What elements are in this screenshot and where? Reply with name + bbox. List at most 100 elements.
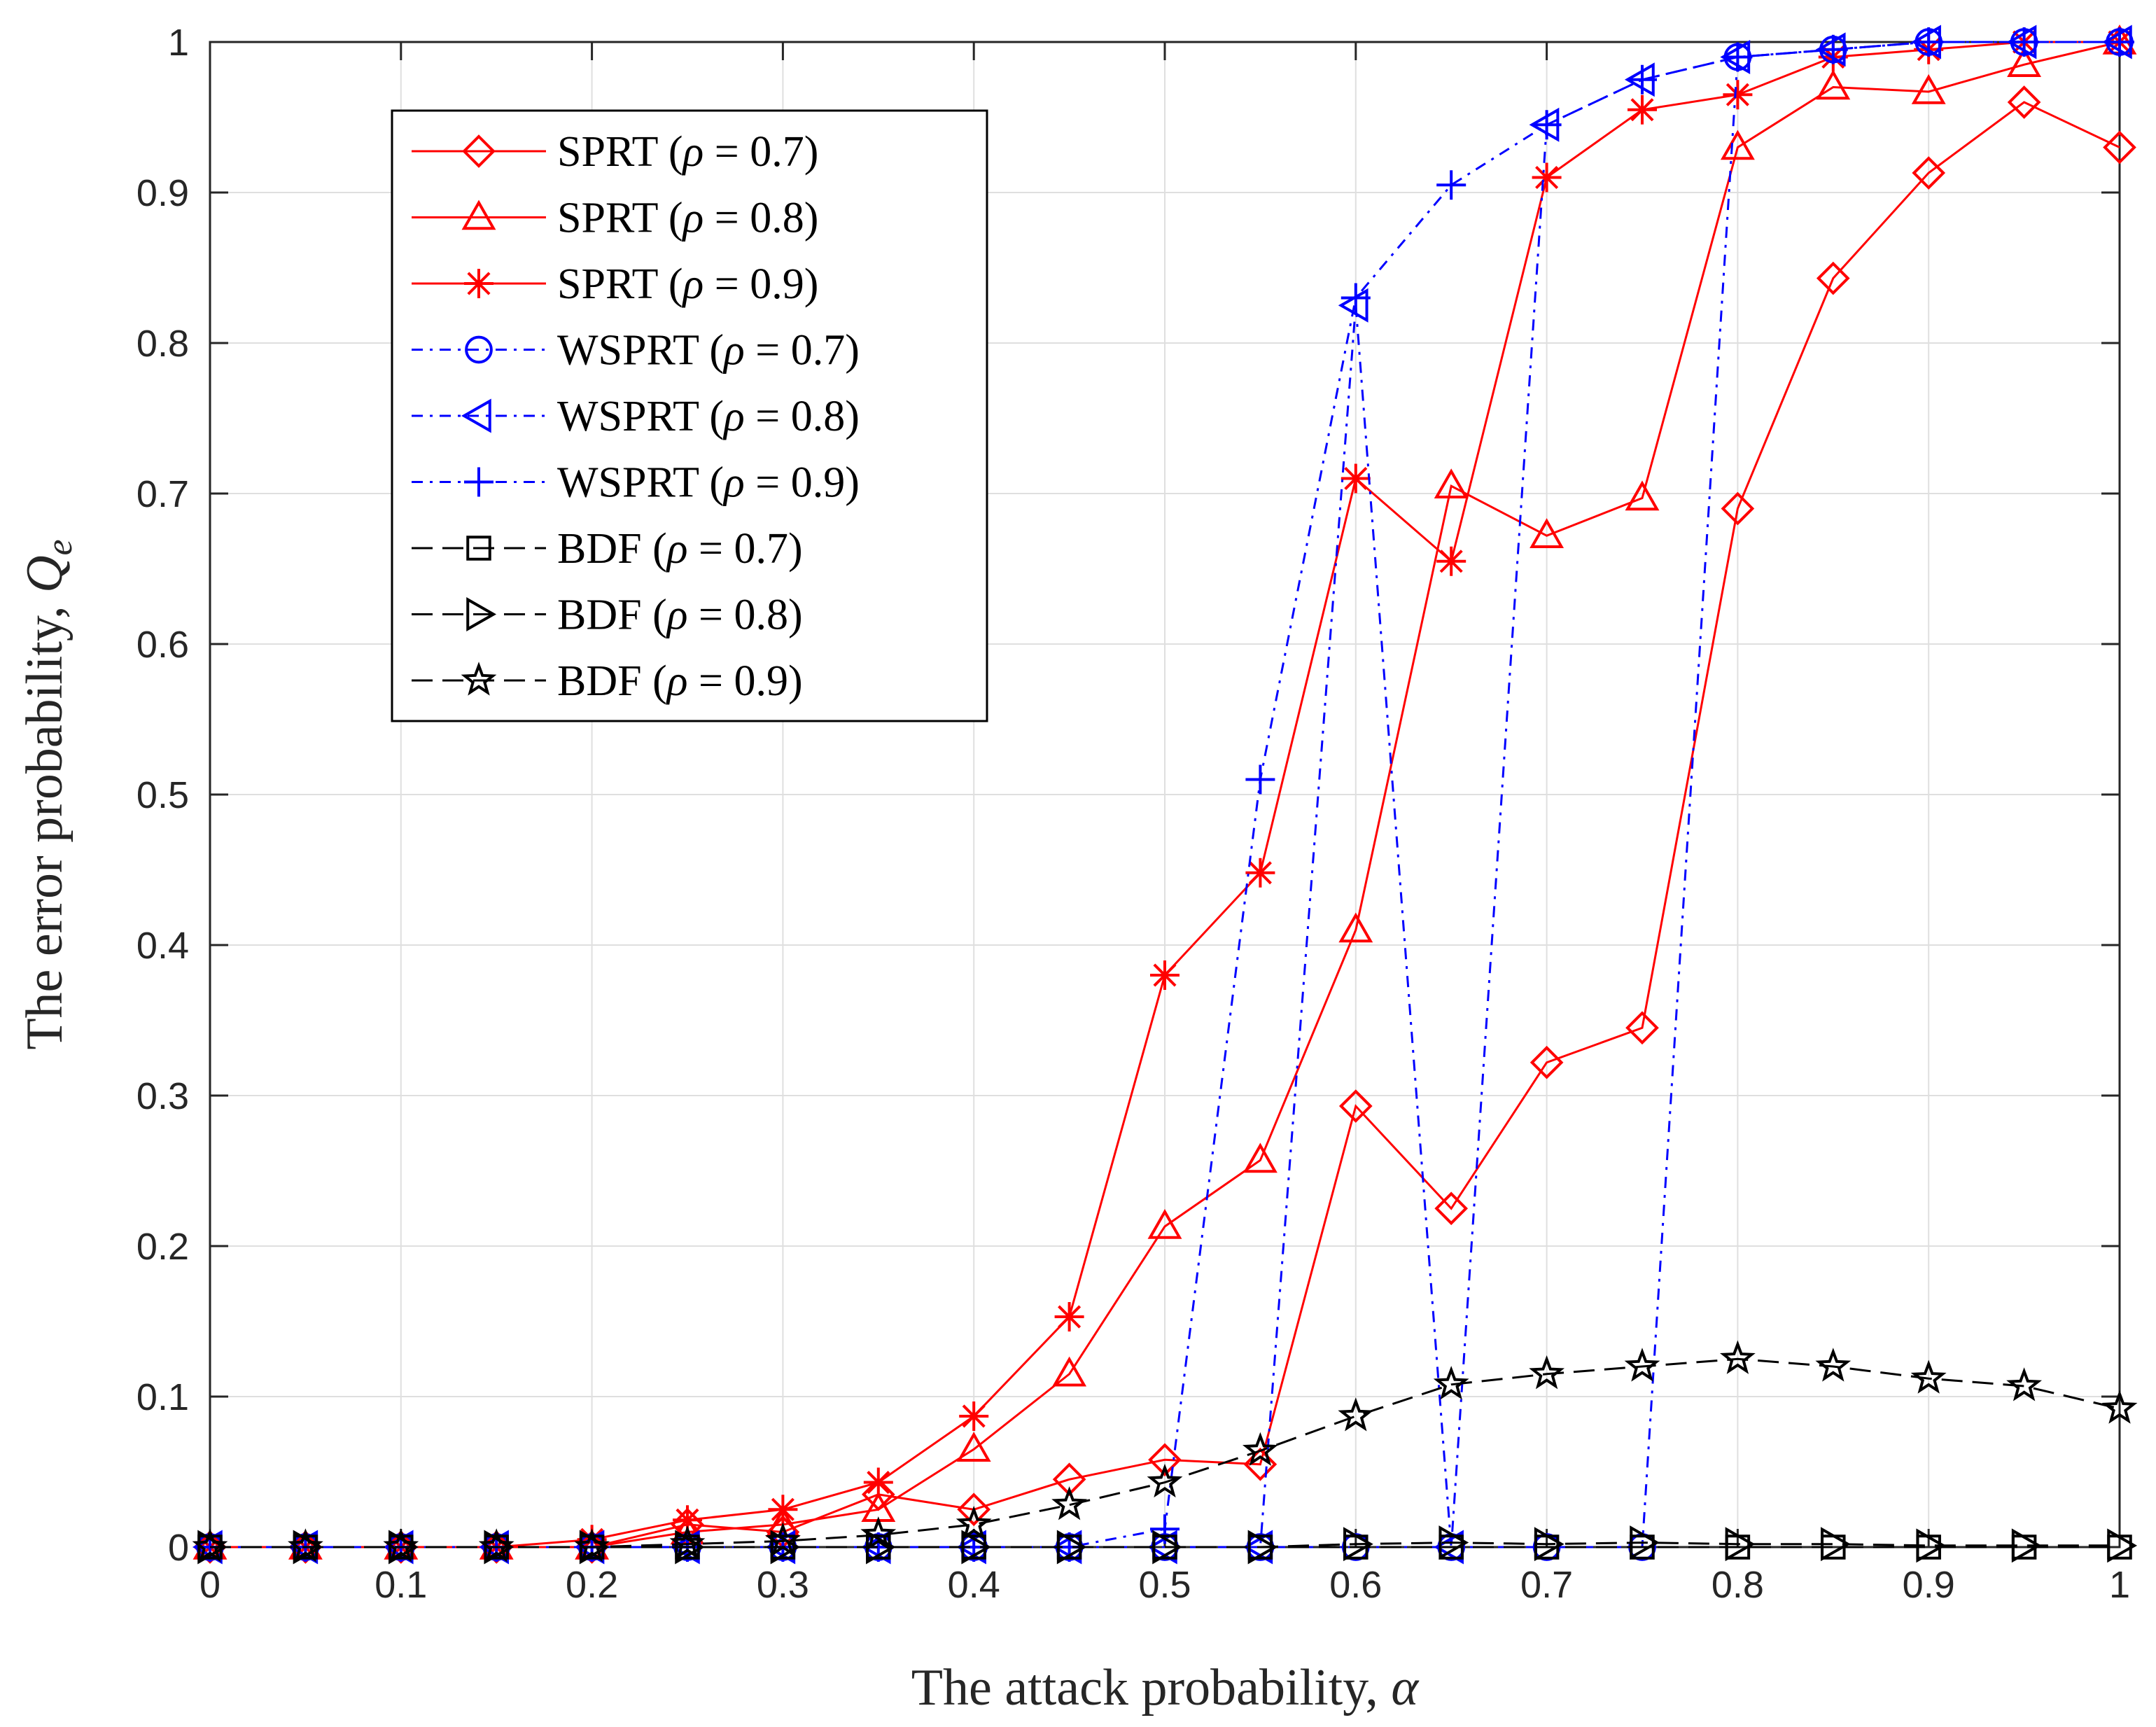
- data-point-triangle-right: [1438, 1525, 1469, 1560]
- series-line: [210, 1357, 2120, 1548]
- data-point-triangle-right: [2107, 1528, 2138, 1563]
- data-point-triangle-up: [1242, 1142, 1278, 1173]
- data-point-triangle-up: [1147, 1209, 1182, 1239]
- legend-marker-square: [466, 536, 491, 561]
- data-point-pentagram: [1719, 1340, 1756, 1374]
- data-point-pentagram: [2101, 1390, 2138, 1424]
- y-tick-label: 0.6: [136, 624, 189, 666]
- data-point-pentagram: [1051, 1486, 1088, 1520]
- y-tick-label: 0.1: [136, 1376, 189, 1418]
- data-point-asterisk: [1150, 960, 1180, 990]
- x-tick-label: 0.9: [1903, 1564, 1955, 1606]
- data-point-diamond: [1530, 1045, 1564, 1079]
- data-point-triangle-right: [1725, 1527, 1756, 1562]
- data-point-pentagram: [1338, 1397, 1374, 1432]
- data-point-triangle-right: [1630, 1525, 1660, 1560]
- legend-item: BDF (ρ = 0.7): [412, 525, 803, 573]
- data-point-plus: [1532, 110, 1562, 140]
- data-point-triangle-up: [1530, 518, 1564, 548]
- data-point-triangle-up: [1816, 69, 1851, 100]
- y-tick-label: 0.4: [136, 925, 189, 967]
- x-tick-label: 0.8: [1712, 1564, 1764, 1606]
- legend-label: BDF (ρ = 0.8): [557, 592, 803, 639]
- data-point-plus: [1245, 764, 1275, 795]
- x-tick-label: 0.6: [1329, 1564, 1382, 1606]
- data-point-triangle-up: [1338, 912, 1373, 943]
- y-tick-label: 0.8: [136, 323, 189, 365]
- data-point-pentagram: [478, 1528, 514, 1562]
- data-point-triangle-up: [1434, 468, 1469, 498]
- legend-label: SPRT (ρ = 0.9): [557, 260, 818, 308]
- legend-marker-triangle-up: [461, 200, 496, 230]
- data-point-pentagram: [1624, 1348, 1660, 1382]
- data-point-asterisk: [1723, 80, 1753, 110]
- data-point-diamond: [1912, 156, 1946, 190]
- legend: SPRT (ρ = 0.7) SPRT (ρ = 0.8) SPRT (ρ = 0.…: [391, 109, 988, 722]
- data-point-plus: [1628, 64, 1657, 95]
- data-point-triangle-right: [866, 1530, 896, 1565]
- data-point-diamond: [2103, 130, 2136, 165]
- data-point-pentagram: [1910, 1359, 1947, 1394]
- data-point-plus: [1818, 34, 1848, 64]
- legend-item: BDF (ρ = 0.8): [412, 592, 803, 639]
- data-point-triangle-up: [2007, 47, 2042, 77]
- data-point-pentagram: [2006, 1367, 2043, 1401]
- data-point-triangle-right: [1343, 1527, 1373, 1562]
- data-point-diamond: [1338, 1089, 1373, 1123]
- y-tick-label: 0.5: [136, 774, 189, 816]
- data-point-pentagram: [669, 1525, 706, 1560]
- legend-item: WSPRT (ρ = 0.9): [412, 459, 860, 507]
- data-point-triangle-right: [1152, 1530, 1183, 1565]
- data-point-pentagram: [192, 1528, 228, 1562]
- series-sprt-rho-0.8: [192, 24, 2137, 1560]
- x-tick-label: 0.1: [374, 1564, 427, 1606]
- data-point-diamond: [1721, 491, 1755, 526]
- y-tick-label: 1: [168, 22, 189, 64]
- legend-label: WSPRT (ρ = 0.9): [557, 459, 860, 507]
- data-point-plus: [1914, 27, 1944, 57]
- data-point-triangle-up: [1720, 130, 1755, 160]
- data-point-triangle-right: [1821, 1527, 1851, 1562]
- legend-label: SPRT (ρ = 0.7): [557, 128, 818, 176]
- x-tick-label: 0.3: [757, 1564, 809, 1606]
- data-point-pentagram: [1433, 1366, 1469, 1400]
- data-point-asterisk: [1245, 858, 1275, 888]
- y-tick-label: 0.3: [136, 1075, 189, 1117]
- data-point-triangle-right: [2011, 1528, 2042, 1563]
- data-point-asterisk: [1436, 546, 1466, 576]
- data-point-triangle-up: [1625, 480, 1660, 511]
- data-point-diamond: [2007, 85, 2041, 119]
- legend-label: BDF (ρ = 0.7): [557, 525, 803, 573]
- data-point-plus: [2105, 27, 2134, 57]
- data-point-triangle-right: [1056, 1530, 1087, 1565]
- series-bdf-rho-0.9: [192, 1340, 2138, 1562]
- data-point-pentagram: [287, 1528, 323, 1562]
- data-point-pentagram: [1242, 1432, 1278, 1467]
- data-point-diamond: [1243, 1447, 1278, 1481]
- data-point-asterisk: [1532, 162, 1562, 193]
- data-point-asterisk: [863, 1467, 893, 1497]
- x-tick-label: 0.5: [1138, 1564, 1191, 1606]
- legend-item: SPRT (ρ = 0.8): [412, 195, 818, 242]
- data-point-diamond: [1148, 1443, 1182, 1477]
- data-point-triangle-up: [1052, 1356, 1087, 1387]
- data-point-diamond: [1434, 1191, 1469, 1226]
- data-point-pentagram: [574, 1528, 610, 1562]
- legend-item: SPRT (ρ = 0.9): [412, 260, 818, 308]
- data-point-pentagram: [1529, 1355, 1565, 1390]
- series-lines: [192, 24, 2138, 1565]
- data-point-asterisk: [959, 1401, 989, 1431]
- y-tick-label: 0.9: [136, 172, 189, 214]
- data-point-plus: [1723, 42, 1753, 72]
- legend-label: WSPRT (ρ = 0.8): [557, 393, 860, 440]
- data-point-pentagram: [1815, 1348, 1851, 1382]
- data-point-pentagram: [764, 1522, 801, 1557]
- x-tick-label: 1: [2109, 1564, 2130, 1606]
- legend-label: WSPRT (ρ = 0.7): [557, 327, 860, 375]
- data-point-diamond: [1625, 1011, 1659, 1045]
- data-point-asterisk: [1340, 463, 1371, 494]
- data-point-asterisk: [673, 1505, 702, 1535]
- data-point-plus: [2009, 27, 2039, 57]
